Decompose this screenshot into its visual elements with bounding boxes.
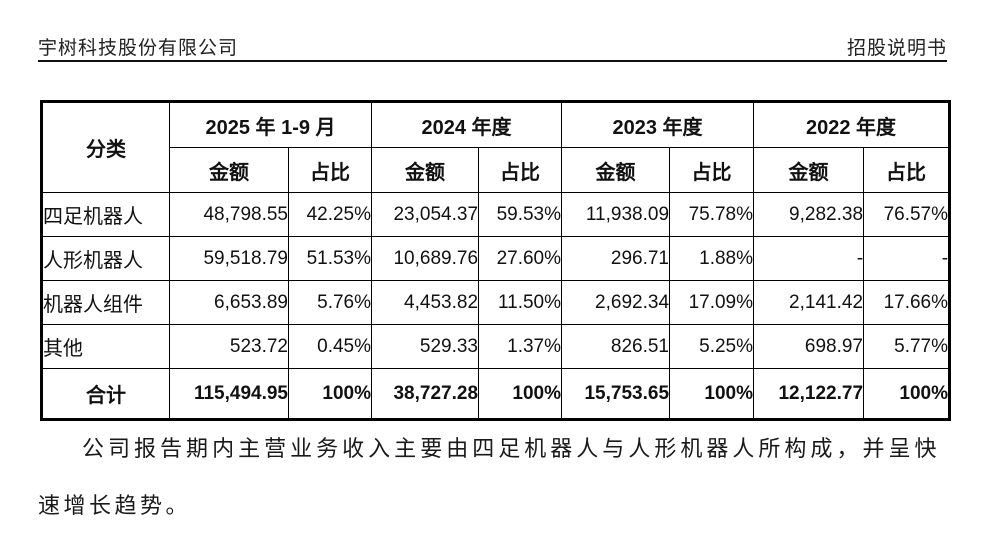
cell-value: 5.76%: [287, 280, 373, 325]
cell-value: 17.66%: [863, 280, 951, 325]
col-header-amount: 金额: [753, 147, 865, 193]
cell-value: 42.25%: [287, 192, 373, 237]
col-header-period-2024: 2024 年度: [371, 101, 563, 148]
cell-value: 10,689.76: [371, 236, 480, 281]
cell-value: 5.25%: [669, 324, 755, 369]
cell-value: 75.78%: [669, 192, 755, 237]
cell-value: 9,282.38: [753, 192, 865, 237]
col-header-share: 占比: [669, 147, 755, 193]
cell-value: 59.53%: [478, 192, 563, 237]
cell-value: 23,054.37: [371, 192, 480, 237]
col-header-amount: 金额: [371, 147, 480, 193]
cell-value: 11.50%: [478, 280, 563, 325]
table-header-period-row: 分类 2025 年 1-9 月 2024 年度 2023 年度 2022 年度: [41, 101, 951, 193]
table-row: 其他 523.72 0.45% 529.33 1.37% 826.51 5.25…: [41, 324, 951, 369]
col-header-share: 占比: [478, 147, 563, 193]
cell-value: 115,494.95: [169, 368, 289, 420]
table-header-metric-row: 金额 占比 金额 占比 金额 占比 金额 占比: [42, 147, 951, 193]
cell-value: 296.71: [561, 236, 671, 281]
col-header-amount: 金额: [561, 147, 671, 193]
cell-value: 38,727.28: [371, 368, 480, 420]
cell-value: 0.45%: [287, 324, 373, 369]
cell-value: 100%: [863, 368, 951, 420]
page-header: 宇树科技股份有限公司 招股说明书: [38, 33, 947, 60]
cell-value: 826.51: [561, 324, 671, 369]
cell-value: 6,653.89: [169, 280, 289, 325]
cell-value: 100%: [478, 368, 563, 420]
col-header-category: 分类: [41, 101, 170, 193]
cell-value: 27.60%: [478, 236, 563, 281]
cell-value: 76.57%: [863, 192, 951, 237]
header-divider: [38, 60, 947, 62]
cell-value: 48,798.55: [169, 192, 289, 237]
col-header-share: 占比: [863, 147, 951, 193]
col-header-period-2025: 2025 年 1-9 月: [168, 101, 373, 148]
table-row: 四足机器人 48,798.55 42.25% 23,054.37 59.53% …: [41, 192, 951, 237]
cell-value: 5.77%: [863, 324, 951, 369]
cell-value: 100%: [669, 368, 755, 420]
cell-value: 2,141.42: [753, 280, 865, 325]
col-header-share: 占比: [287, 147, 373, 193]
total-row-label: 合计: [41, 368, 170, 420]
cell-value: 17.09%: [669, 280, 755, 325]
row-category: 其他: [41, 324, 170, 369]
revenue-breakdown-table: 分类 2025 年 1-9 月 2024 年度 2023 年度 2022 年度 …: [40, 100, 952, 421]
cell-value: -: [863, 236, 951, 281]
row-category: 机器人组件: [41, 280, 170, 325]
col-header-period-2023: 2023 年度: [561, 101, 755, 148]
cell-value: 4,453.82: [371, 280, 480, 325]
company-name: 宇树科技股份有限公司: [38, 38, 239, 59]
cell-value: 12,122.77: [753, 368, 865, 420]
cell-value: 1.37%: [478, 324, 563, 369]
cell-value: 59,518.79: [169, 236, 289, 281]
row-category: 人形机器人: [41, 236, 170, 281]
cell-value: 2,692.34: [561, 280, 671, 325]
table-total-row: 合计 115,494.95 100% 38,727.28 100% 15,753…: [41, 368, 951, 420]
cell-value: 100%: [287, 368, 373, 420]
cell-value: 11,938.09: [561, 192, 671, 237]
cell-value: 51.53%: [287, 236, 373, 281]
cell-value: 529.33: [371, 324, 480, 369]
cell-value: -: [753, 236, 865, 281]
row-category: 四足机器人: [41, 192, 170, 237]
document-type-label: 招股说明书: [846, 38, 947, 59]
cell-value: 523.72: [169, 324, 289, 369]
col-header-period-2022: 2022 年度: [753, 101, 951, 148]
table-row: 人形机器人 59,518.79 51.53% 10,689.76 27.60% …: [41, 236, 951, 281]
col-header-amount: 金额: [169, 147, 289, 193]
cell-value: 1.88%: [669, 236, 755, 281]
cell-value: 15,753.65: [561, 368, 671, 420]
body-paragraph: 公司报告期内主营业务收入主要由四足机器人与人形机器人所构成，并呈快速增长趋势。: [38, 436, 940, 518]
cell-value: 698.97: [753, 324, 865, 369]
table-row: 机器人组件 6,653.89 5.76% 4,453.82 11.50% 2,6…: [41, 280, 951, 325]
